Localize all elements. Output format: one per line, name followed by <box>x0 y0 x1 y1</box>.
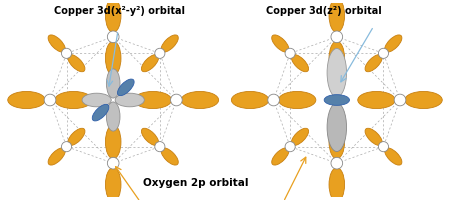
Circle shape <box>62 142 72 152</box>
Ellipse shape <box>48 148 65 165</box>
Ellipse shape <box>181 91 219 109</box>
Ellipse shape <box>272 35 289 52</box>
Ellipse shape <box>161 148 178 165</box>
Ellipse shape <box>68 128 85 145</box>
Ellipse shape <box>115 93 144 107</box>
Circle shape <box>331 31 342 43</box>
Ellipse shape <box>8 91 45 109</box>
Ellipse shape <box>327 103 346 152</box>
Circle shape <box>44 94 56 106</box>
Ellipse shape <box>291 128 309 145</box>
Ellipse shape <box>365 55 382 72</box>
Circle shape <box>108 31 119 43</box>
Circle shape <box>285 142 295 152</box>
Ellipse shape <box>105 0 121 32</box>
Ellipse shape <box>231 91 269 109</box>
Ellipse shape <box>92 104 109 121</box>
Circle shape <box>394 94 406 106</box>
Ellipse shape <box>385 35 402 52</box>
Ellipse shape <box>272 148 289 165</box>
Ellipse shape <box>365 128 382 145</box>
Circle shape <box>378 142 388 152</box>
Ellipse shape <box>105 125 121 159</box>
Ellipse shape <box>106 102 120 131</box>
Circle shape <box>155 48 165 58</box>
Text: Oxygen 2p orbital: Oxygen 2p orbital <box>143 178 248 188</box>
Ellipse shape <box>279 91 316 109</box>
Ellipse shape <box>106 69 120 98</box>
Ellipse shape <box>48 35 65 52</box>
Ellipse shape <box>141 128 159 145</box>
Ellipse shape <box>405 91 442 109</box>
Ellipse shape <box>105 168 121 200</box>
Ellipse shape <box>329 168 345 200</box>
Circle shape <box>155 142 165 152</box>
Ellipse shape <box>329 41 345 75</box>
Ellipse shape <box>141 55 159 72</box>
Ellipse shape <box>329 125 345 159</box>
Ellipse shape <box>68 55 85 72</box>
Ellipse shape <box>358 91 395 109</box>
Circle shape <box>268 94 279 106</box>
Ellipse shape <box>82 93 111 107</box>
Circle shape <box>378 48 388 58</box>
Circle shape <box>285 48 295 58</box>
Ellipse shape <box>324 95 350 105</box>
Circle shape <box>171 94 182 106</box>
Ellipse shape <box>161 35 178 52</box>
Text: Copper 3d(x²-y²) orbital: Copper 3d(x²-y²) orbital <box>54 6 185 16</box>
Ellipse shape <box>291 55 309 72</box>
Ellipse shape <box>117 79 134 96</box>
Text: Copper 3d(z²) orbital: Copper 3d(z²) orbital <box>266 6 381 16</box>
Ellipse shape <box>329 0 345 32</box>
Circle shape <box>108 157 119 169</box>
Ellipse shape <box>134 91 171 109</box>
Circle shape <box>331 157 342 169</box>
Ellipse shape <box>105 41 121 75</box>
Ellipse shape <box>385 148 402 165</box>
Ellipse shape <box>327 48 346 97</box>
Ellipse shape <box>55 91 92 109</box>
Circle shape <box>62 48 72 58</box>
